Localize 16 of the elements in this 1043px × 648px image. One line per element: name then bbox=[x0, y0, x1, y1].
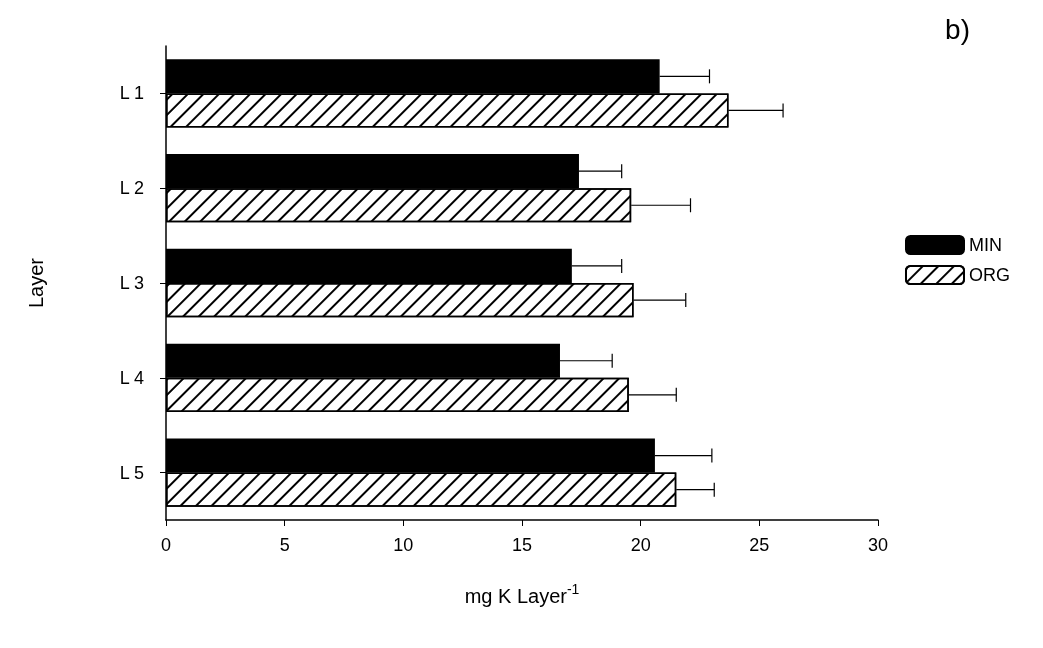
x-tick-label: 15 bbox=[511, 535, 533, 555]
x-tick-label: 20 bbox=[630, 535, 651, 555]
y-axis-title: Layer bbox=[25, 257, 47, 309]
legend-label: ORG bbox=[969, 265, 1011, 285]
y-tick-label: L 4 bbox=[119, 367, 144, 388]
x-tick-label: 0 bbox=[160, 535, 172, 555]
y-tick-label: L 1 bbox=[119, 83, 144, 104]
y-tick-label: L 5 bbox=[119, 462, 144, 483]
text: b) bbox=[945, 13, 971, 45]
y-tick-label: L 3 bbox=[119, 273, 144, 293]
x-tick-label: 30 bbox=[867, 535, 889, 555]
legend-label: MIN bbox=[969, 235, 1002, 255]
x-tick-label: 25 bbox=[749, 535, 770, 555]
x-tick-label: 10 bbox=[393, 535, 414, 555]
y-tick-label: L 2 bbox=[119, 178, 144, 199]
x-tick-label: 5 bbox=[279, 535, 290, 555]
